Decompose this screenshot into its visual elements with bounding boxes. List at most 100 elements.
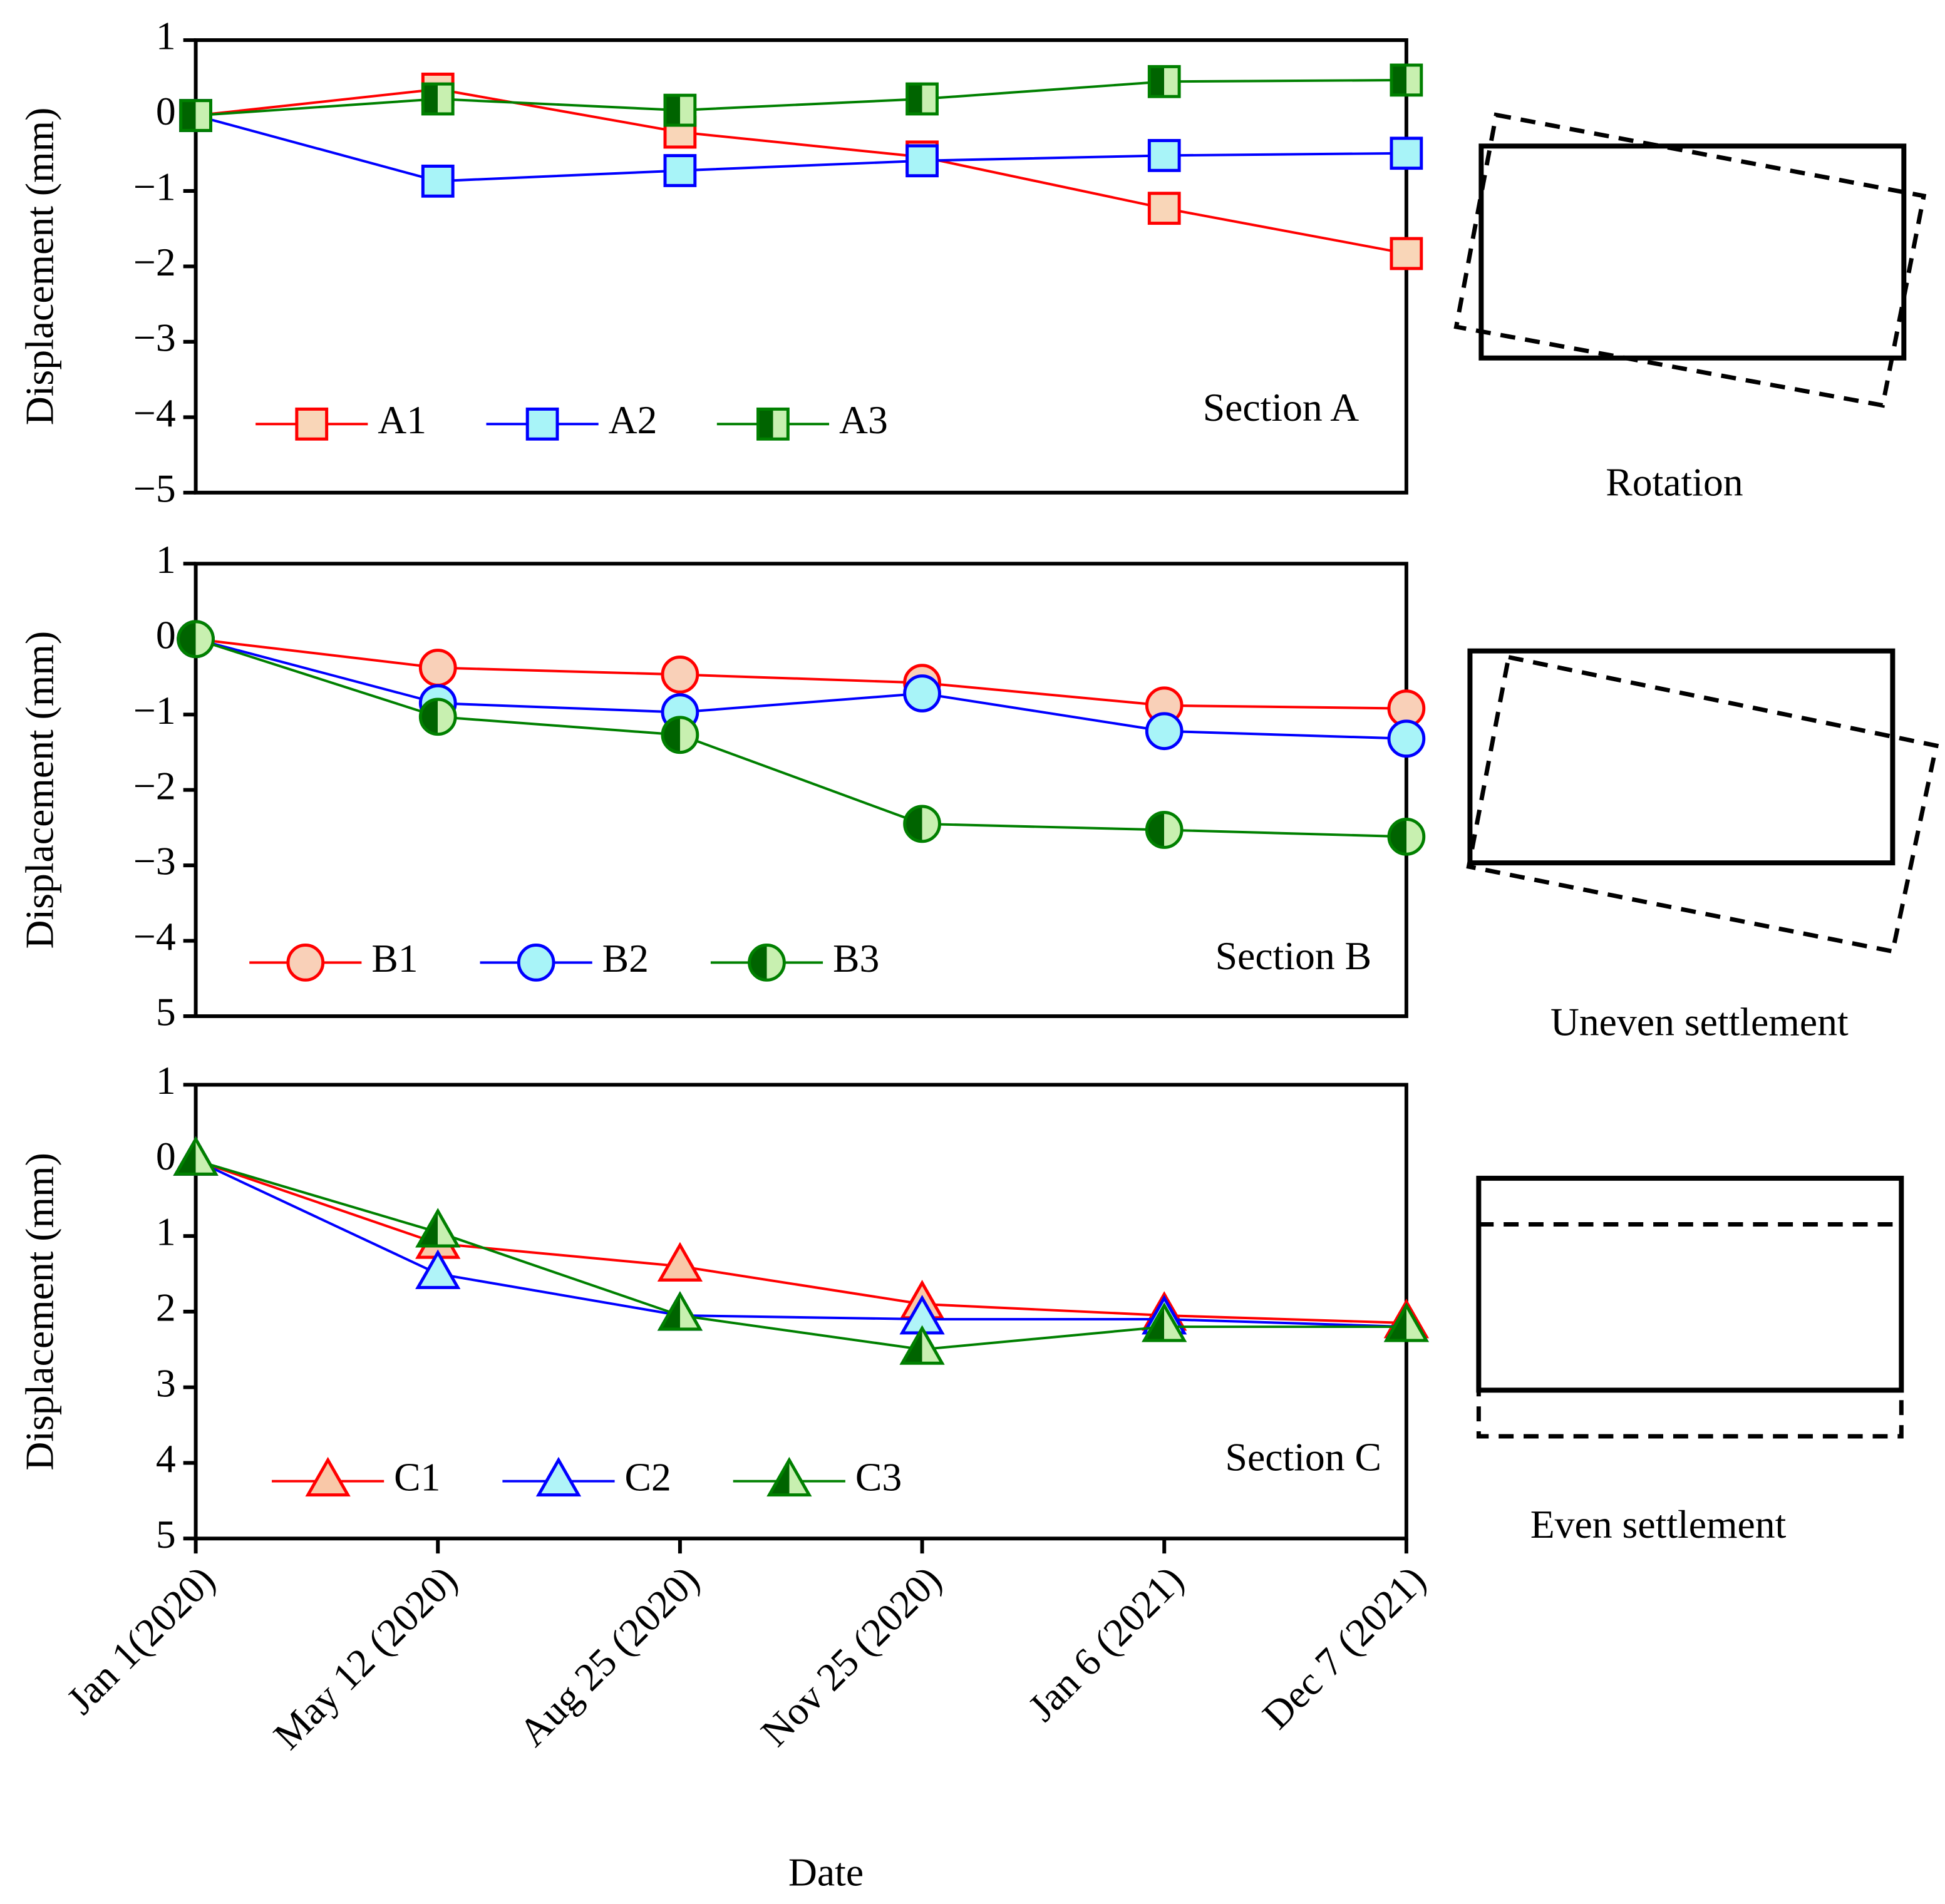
marker: [1147, 138, 1181, 172]
marker: [1387, 817, 1426, 856]
y-tick-label: −3: [133, 316, 176, 360]
y-tick-label: 1: [156, 14, 176, 58]
marker: [657, 1242, 703, 1282]
legend-label: A2: [609, 398, 658, 442]
marker: [1387, 719, 1426, 758]
y-tick-label: −1: [133, 688, 176, 733]
y-tick-label: 4: [156, 1436, 176, 1481]
series-line: [195, 114, 1406, 183]
x-axis-label: Date: [788, 1850, 864, 1894]
marker: [903, 674, 941, 713]
diagram-even: [1476, 1175, 1904, 1439]
marker: [421, 82, 455, 116]
y-tick-label: −1: [133, 165, 176, 209]
marker: [415, 1249, 461, 1289]
legend-label: B3: [833, 936, 879, 980]
y-axis-label: Displacement (mm): [17, 108, 61, 426]
y-tick-label: 3: [156, 1361, 176, 1405]
diagram-uneven: [1466, 648, 1939, 954]
series-line: [195, 1159, 1406, 1325]
y-tick-label: 5: [156, 990, 176, 1034]
marker: [1147, 192, 1181, 225]
series-line: [195, 78, 1406, 117]
marker: [766, 1456, 812, 1497]
annotation: Section B: [1215, 934, 1372, 978]
marker: [418, 697, 457, 736]
series-line: [195, 637, 1406, 838]
x-tick-label: Dec 7 (2021): [1254, 1557, 1434, 1737]
marker: [663, 93, 697, 127]
annotation: Section C: [1225, 1434, 1382, 1479]
marker: [177, 620, 215, 659]
y-axis-label: Displacement (mm): [17, 1153, 61, 1471]
diagram-label: Uneven settlement: [1550, 1000, 1849, 1044]
x-tick-label: Jan 1(2020): [58, 1557, 224, 1722]
legend-label: A3: [839, 398, 888, 442]
y-tick-label: 1: [156, 537, 176, 582]
y-tick-label: −3: [133, 839, 176, 883]
y-tick-label: −4: [133, 914, 176, 959]
y-tick-label: −5: [133, 466, 176, 510]
legend-label: C2: [625, 1454, 671, 1499]
series-line: [195, 1159, 1406, 1351]
marker: [748, 944, 786, 982]
marker: [661, 656, 699, 694]
y-tick-label: −2: [133, 240, 176, 284]
x-tick-label: Jan 6 (2021): [1019, 1557, 1192, 1729]
series-line: [195, 637, 1406, 740]
marker: [905, 144, 939, 178]
marker: [1390, 63, 1423, 97]
x-tick-label: Aug 25 (2020): [510, 1557, 708, 1754]
annotation: Section A: [1203, 385, 1359, 430]
marker: [756, 407, 790, 441]
y-tick-label: 2: [156, 1285, 176, 1330]
y-tick-label: 5: [156, 1512, 176, 1557]
marker: [415, 1208, 461, 1248]
marker: [905, 82, 939, 116]
marker: [418, 649, 457, 687]
y-tick-label: 1: [156, 1058, 176, 1103]
x-tick-label: Nov 25 (2020): [752, 1557, 949, 1754]
marker: [903, 805, 941, 843]
legend-label: C1: [394, 1454, 440, 1499]
legend-label: B1: [371, 936, 418, 980]
y-tick-label: 0: [156, 612, 176, 657]
marker: [1145, 811, 1184, 849]
diagram-label: Even settlement: [1530, 1502, 1787, 1546]
y-tick-label: 1: [156, 1210, 176, 1254]
series-line: [195, 1159, 1406, 1329]
y-tick-label: −2: [133, 763, 176, 808]
legend-label: B2: [602, 936, 649, 980]
marker: [295, 407, 329, 441]
marker: [173, 1136, 219, 1176]
series-line: [195, 637, 1406, 710]
marker: [663, 154, 697, 187]
y-tick-label: −4: [133, 391, 176, 435]
marker: [1147, 64, 1181, 98]
series-line: [195, 88, 1407, 255]
marker: [179, 99, 212, 132]
marker: [535, 1456, 582, 1497]
marker: [661, 716, 699, 754]
diagram-rotation: [1453, 112, 1927, 408]
marker: [305, 1456, 351, 1497]
y-tick-label: 0: [156, 89, 176, 133]
marker: [1383, 1302, 1430, 1342]
marker: [1142, 1302, 1187, 1342]
marker: [286, 944, 325, 982]
legend-label: C3: [855, 1454, 902, 1499]
x-tick-label: May 12 (2020): [265, 1557, 465, 1757]
marker: [1390, 136, 1423, 170]
diagram-label: Rotation: [1606, 460, 1743, 504]
marker: [657, 1291, 703, 1331]
y-tick-label: 0: [156, 1134, 176, 1178]
marker: [525, 407, 559, 441]
marker: [899, 1325, 945, 1365]
marker: [1145, 712, 1184, 751]
legend-label: A1: [378, 398, 426, 442]
marker: [517, 944, 555, 982]
y-axis-label: Displacement (mm): [17, 631, 61, 949]
marker: [421, 164, 455, 198]
marker: [1390, 237, 1423, 270]
